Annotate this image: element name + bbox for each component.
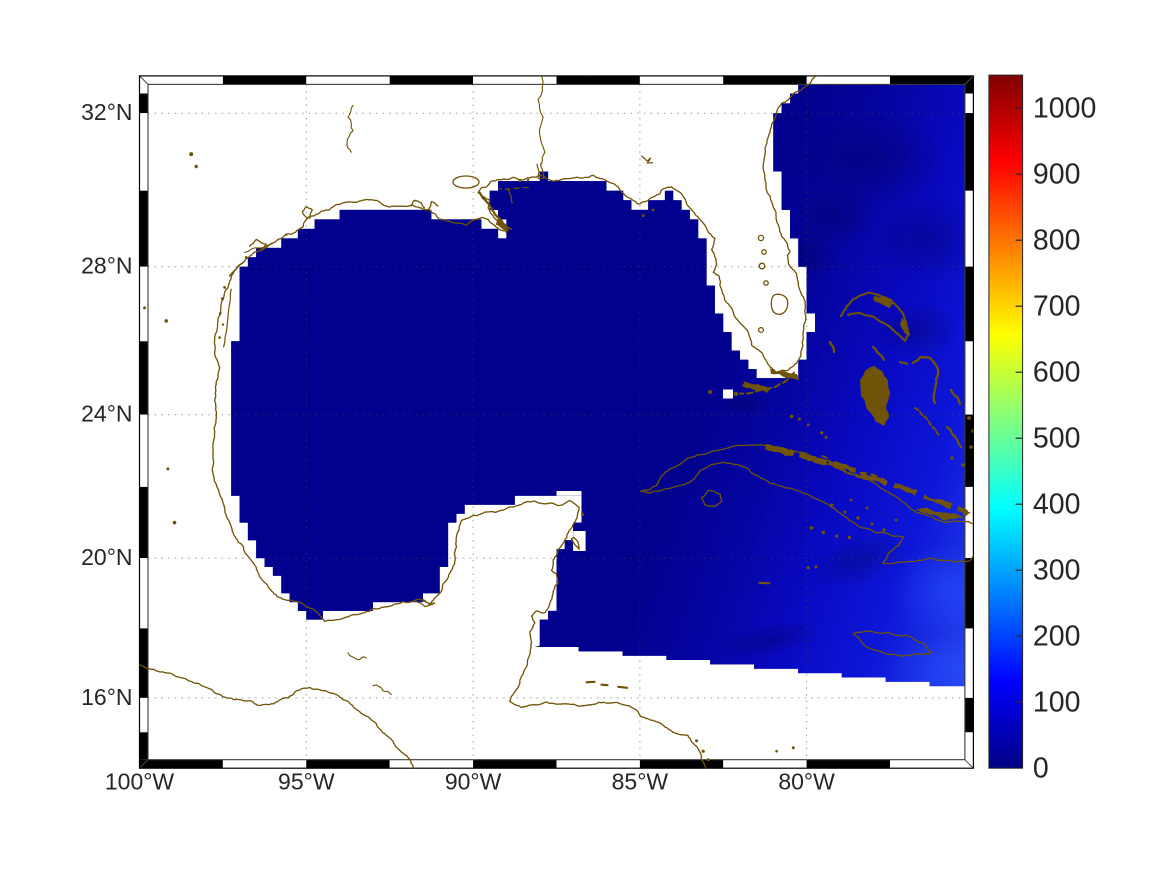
svg-text:90°W: 90°W <box>445 769 502 795</box>
svg-text:16°N: 16°N <box>81 684 132 710</box>
svg-text:95°W: 95°W <box>278 769 335 795</box>
svg-text:200: 200 <box>1033 621 1081 653</box>
svg-text:600: 600 <box>1033 357 1081 389</box>
svg-text:28°N: 28°N <box>81 253 132 279</box>
svg-text:400: 400 <box>1033 489 1081 521</box>
svg-text:700: 700 <box>1033 291 1081 323</box>
svg-text:0: 0 <box>1033 753 1049 785</box>
svg-text:100: 100 <box>1033 687 1081 719</box>
svg-text:100°W: 100°W <box>105 769 175 795</box>
svg-text:85°W: 85°W <box>612 769 669 795</box>
svg-text:32°N: 32°N <box>81 99 132 125</box>
svg-text:300: 300 <box>1033 555 1081 587</box>
svg-text:1000: 1000 <box>1033 93 1096 125</box>
svg-text:900: 900 <box>1033 159 1081 191</box>
svg-text:20°N: 20°N <box>81 544 132 570</box>
svg-text:24°N: 24°N <box>81 401 132 427</box>
svg-text:80°W: 80°W <box>778 769 835 795</box>
svg-text:800: 800 <box>1033 225 1081 257</box>
svg-text:500: 500 <box>1033 423 1081 455</box>
